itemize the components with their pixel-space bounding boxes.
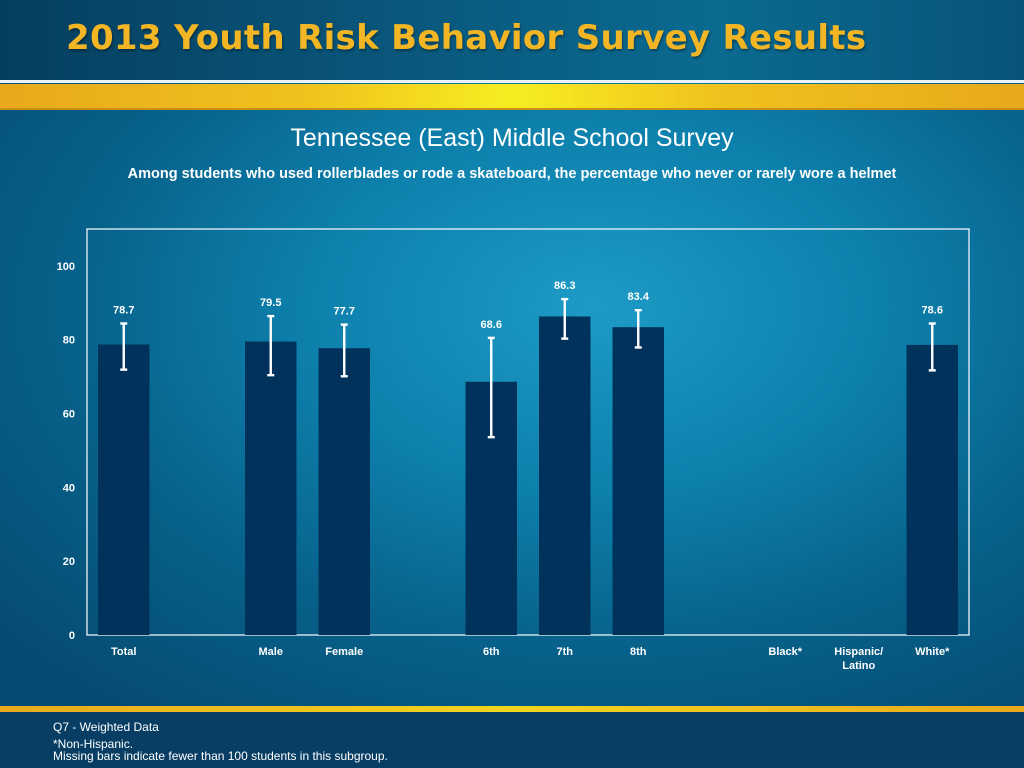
footnote-missing-bars: Missing bars indicate fewer than 100 stu… (53, 749, 388, 763)
y-tick-label: 20 (63, 556, 75, 568)
x-tick-label: Latino (842, 660, 875, 672)
y-tick-label: 60 (63, 409, 75, 421)
y-tick-label: 40 (63, 482, 75, 494)
page-title: 2013 Youth Risk Behavior Survey Results (66, 18, 867, 58)
data-label: 68.6 (481, 319, 502, 331)
bar (612, 327, 664, 635)
chart-title: Tennessee (East) Middle School Survey (290, 124, 734, 152)
y-tick-label: 100 (57, 261, 75, 273)
x-tick-label: Male (259, 646, 283, 658)
data-label: 79.5 (260, 297, 281, 309)
header-accent-band (0, 84, 1024, 108)
header-divider (0, 80, 1024, 83)
data-label: 78.7 (113, 304, 134, 316)
x-tick-label: Black* (768, 646, 802, 658)
x-tick-label: Hispanic/ (834, 646, 883, 658)
header-bar: 2013 Youth Risk Behavior Survey Results (0, 0, 1024, 80)
data-label: 78.6 (922, 304, 943, 316)
x-tick-label: 7th (557, 646, 574, 658)
chart-subtitle: Among students who used rollerblades or … (127, 166, 897, 182)
footer-accent-band (0, 706, 1024, 712)
data-label: 83.4 (628, 291, 650, 303)
footer: Q7 - Weighted Data *Non-Hispanic. Missin… (0, 712, 1024, 768)
y-tick-label: 80 (63, 335, 75, 347)
bar-chart: 0 20 40 60 80 100 78.7 Total 79.5 Male 77.7 Female 6… (57, 228, 970, 672)
footnote-non-hispanic: *Non-Hispanic. (53, 737, 134, 751)
data-label: 77.7 (334, 306, 355, 318)
bar (906, 344, 958, 635)
x-tick-label: Female (325, 646, 363, 658)
y-tick-label: 0 (69, 630, 75, 642)
x-tick-label: White* (915, 646, 950, 658)
header-accent-line (0, 108, 1024, 110)
bar (539, 316, 591, 635)
x-tick-label: Total (111, 646, 136, 658)
bar (318, 348, 370, 635)
bar (245, 341, 297, 635)
x-tick-label: 6th (483, 646, 500, 658)
x-tick-label: 8th (630, 646, 647, 658)
footnote-question: Q7 - Weighted Data (53, 720, 159, 734)
bar (98, 344, 150, 635)
plot-frame (86, 228, 970, 636)
data-label: 86.3 (554, 280, 575, 292)
